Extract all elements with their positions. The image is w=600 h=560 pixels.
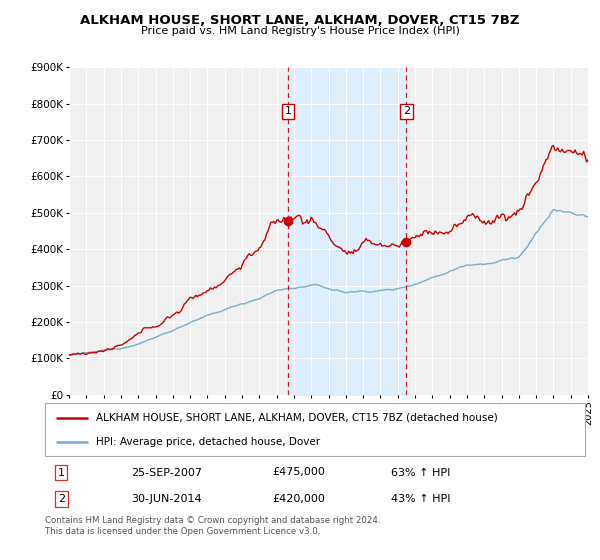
Text: 63% ↑ HPI: 63% ↑ HPI: [391, 468, 450, 478]
Text: 1: 1: [284, 106, 292, 116]
Text: ALKHAM HOUSE, SHORT LANE, ALKHAM, DOVER, CT15 7BZ (detached house): ALKHAM HOUSE, SHORT LANE, ALKHAM, DOVER,…: [96, 413, 498, 423]
Text: Price paid vs. HM Land Registry's House Price Index (HPI): Price paid vs. HM Land Registry's House …: [140, 26, 460, 36]
Text: 25-SEP-2007: 25-SEP-2007: [131, 468, 202, 478]
Text: 2: 2: [58, 494, 65, 504]
Text: 2: 2: [403, 106, 410, 116]
Text: ALKHAM HOUSE, SHORT LANE, ALKHAM, DOVER, CT15 7BZ: ALKHAM HOUSE, SHORT LANE, ALKHAM, DOVER,…: [80, 14, 520, 27]
Text: Contains HM Land Registry data © Crown copyright and database right 2024.
This d: Contains HM Land Registry data © Crown c…: [45, 516, 380, 536]
Text: HPI: Average price, detached house, Dover: HPI: Average price, detached house, Dove…: [96, 437, 320, 447]
Text: £475,000: £475,000: [272, 468, 325, 478]
Text: 43% ↑ HPI: 43% ↑ HPI: [391, 494, 450, 504]
Text: 1: 1: [58, 468, 65, 478]
Text: 30-JUN-2014: 30-JUN-2014: [131, 494, 202, 504]
Text: £420,000: £420,000: [272, 494, 325, 504]
